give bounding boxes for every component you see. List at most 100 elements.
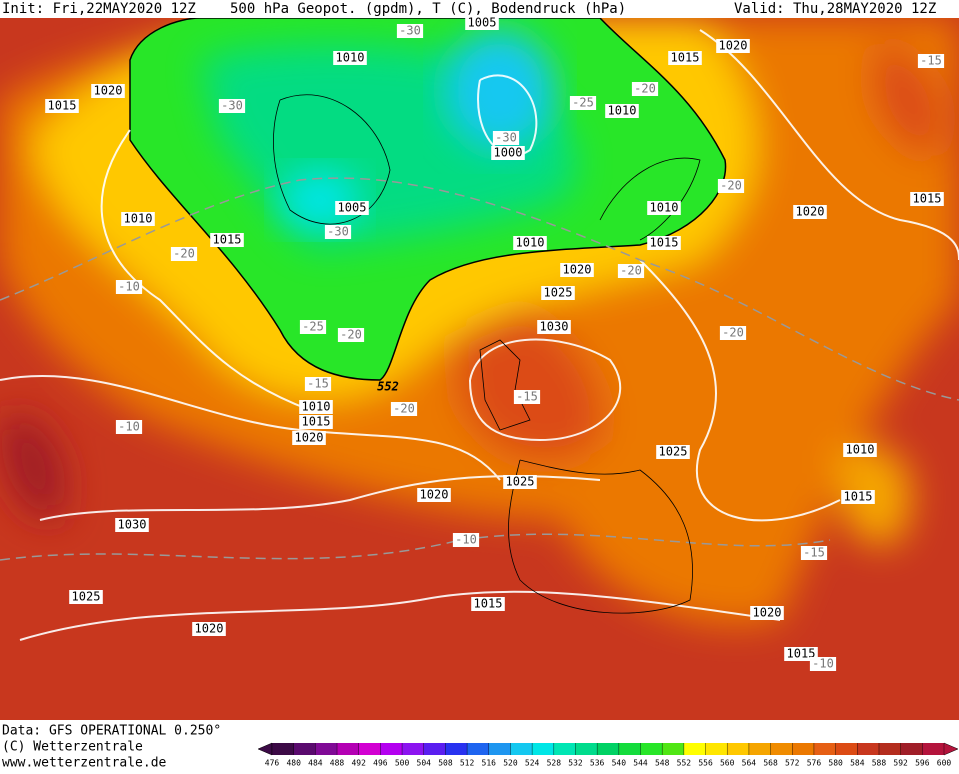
temperature-label: -25: [572, 96, 594, 110]
isobar-label-box: [210, 233, 244, 247]
isobar-label: 1020: [420, 488, 449, 502]
isobar-label: 1020: [719, 39, 748, 53]
colorbar-label: 512: [460, 759, 475, 768]
isobar-label-box: [335, 201, 369, 215]
temperature-label: -30: [221, 99, 243, 113]
colorbar-swatch: [532, 743, 555, 755]
isobar-label-box: [560, 263, 594, 277]
colorbar: 476 480 484 488 492 496 500 504 508 512 516 520 524 5…: [257, 742, 959, 768]
colorbar-label: 548: [655, 759, 670, 768]
temperature-label: -20: [340, 328, 362, 342]
isobar-label-box: [299, 415, 333, 429]
temperature-label-box: [304, 377, 332, 391]
temperature-label: -15: [516, 390, 538, 404]
temperature-label-box: [800, 546, 828, 560]
colorbar-swatch: [900, 743, 923, 755]
isobar-label: 1020: [563, 263, 592, 277]
isobar-label-box: [45, 99, 79, 113]
init-time: Init: Fri,22MAY2020 12Z: [2, 1, 196, 17]
colorbar-swatch: [640, 743, 663, 755]
colorbar-swatch: [423, 743, 446, 755]
colorbar-swatch: [597, 743, 620, 755]
temperature-label-box: [115, 280, 143, 294]
isobar-label-box: [465, 16, 499, 30]
isobar-label: 1015: [844, 490, 873, 504]
colorbar-swatch: [293, 743, 316, 755]
temperature-label: -30: [327, 225, 349, 239]
colorbar-label: 556: [698, 759, 713, 768]
colorbar-label: 524: [525, 759, 540, 768]
colorbar-label: 580: [828, 759, 843, 768]
isobar-label-box: [69, 590, 103, 604]
temperature-label: -10: [455, 533, 477, 547]
website: www.wetterzentrale.de: [2, 756, 167, 771]
map-field: [0, 18, 959, 720]
isobar-label: 1010: [608, 104, 637, 118]
temperature-label-box: [299, 320, 327, 334]
colorbar-label: 576: [807, 759, 822, 768]
isobar-label: 1025: [544, 286, 573, 300]
isobar-label-box: [750, 606, 784, 620]
temperature-label-box: [170, 247, 198, 261]
temperature-label-box: [337, 328, 365, 342]
temperature-label: -10: [812, 657, 834, 671]
isobar-label: 1010: [302, 400, 331, 414]
isobar-label: 1020: [195, 622, 224, 636]
isobar-label-box: [192, 622, 226, 636]
temperature-label: -15: [307, 377, 329, 391]
geopotential-label: 552: [377, 380, 399, 394]
isobar-label: 1020: [753, 606, 782, 620]
colorbar-swatch: [488, 743, 511, 755]
colorbar-swatch: [748, 743, 772, 755]
isobar-label: 1015: [787, 647, 816, 661]
temperature-label-box: [218, 99, 246, 113]
colorbar-label: 588: [872, 759, 887, 768]
temperature-label: -10: [118, 280, 140, 294]
isobar-label-box: [471, 597, 505, 611]
colorbar-label: 484: [308, 759, 323, 768]
isobar-label-box: [91, 84, 125, 98]
colorbar-swatch: [467, 743, 490, 755]
map-title: 500 hPa Geopot. (gpdm), T (C), Bodendruc…: [230, 1, 626, 17]
isobar-label: 1025: [72, 590, 101, 604]
temperature-label-box: [324, 225, 352, 239]
colorbar-label: 500: [395, 759, 410, 768]
temperature-label: -20: [722, 326, 744, 340]
temperature-label-box: [390, 402, 418, 416]
temperature-label: -15: [920, 54, 942, 68]
copyright: (C) Wetterzentrale: [2, 740, 143, 755]
temperature-label: -20: [620, 264, 642, 278]
colorbar-label: 492: [351, 759, 366, 768]
isobar-label: 1025: [506, 475, 535, 489]
temperature-label-box: [719, 326, 747, 340]
colorbar-arrow-low: [257, 742, 273, 756]
temperature-label-box: [717, 179, 745, 193]
colorbar-label: 508: [438, 759, 453, 768]
isobar-label: 1005: [468, 16, 497, 30]
temperature-label: -20: [393, 402, 415, 416]
isobar-label-box: [668, 51, 702, 65]
isobar-label: 1005: [338, 201, 367, 215]
colorbar-label: 528: [547, 759, 562, 768]
isobar-label: 1010: [650, 201, 679, 215]
isobar-label-box: [910, 192, 944, 206]
colorbar-label: 532: [568, 759, 583, 768]
colorbar-label: 496: [373, 759, 388, 768]
colorbar-swatch: [662, 743, 685, 755]
isobar-label-box: [292, 431, 326, 445]
isobar-label-box: [513, 236, 547, 250]
colorbar-label: 476: [265, 759, 280, 768]
isobar-label: 1025: [659, 445, 688, 459]
colorbar-label: 552: [677, 759, 692, 768]
isobar-label: 1015: [650, 236, 679, 250]
colorbar-swatch: [878, 743, 902, 755]
isobar-label-box: [537, 320, 571, 334]
temperature-label-box: [917, 54, 945, 68]
colorbar-label: 488: [330, 759, 345, 768]
colorbar-swatch: [272, 743, 295, 755]
temperature-label-box: [569, 96, 597, 110]
isobar-label-box: [121, 212, 155, 226]
colorbar-swatch: [315, 743, 338, 755]
isobar-label-box: [647, 201, 681, 215]
colorbar-swatch: [705, 743, 728, 755]
